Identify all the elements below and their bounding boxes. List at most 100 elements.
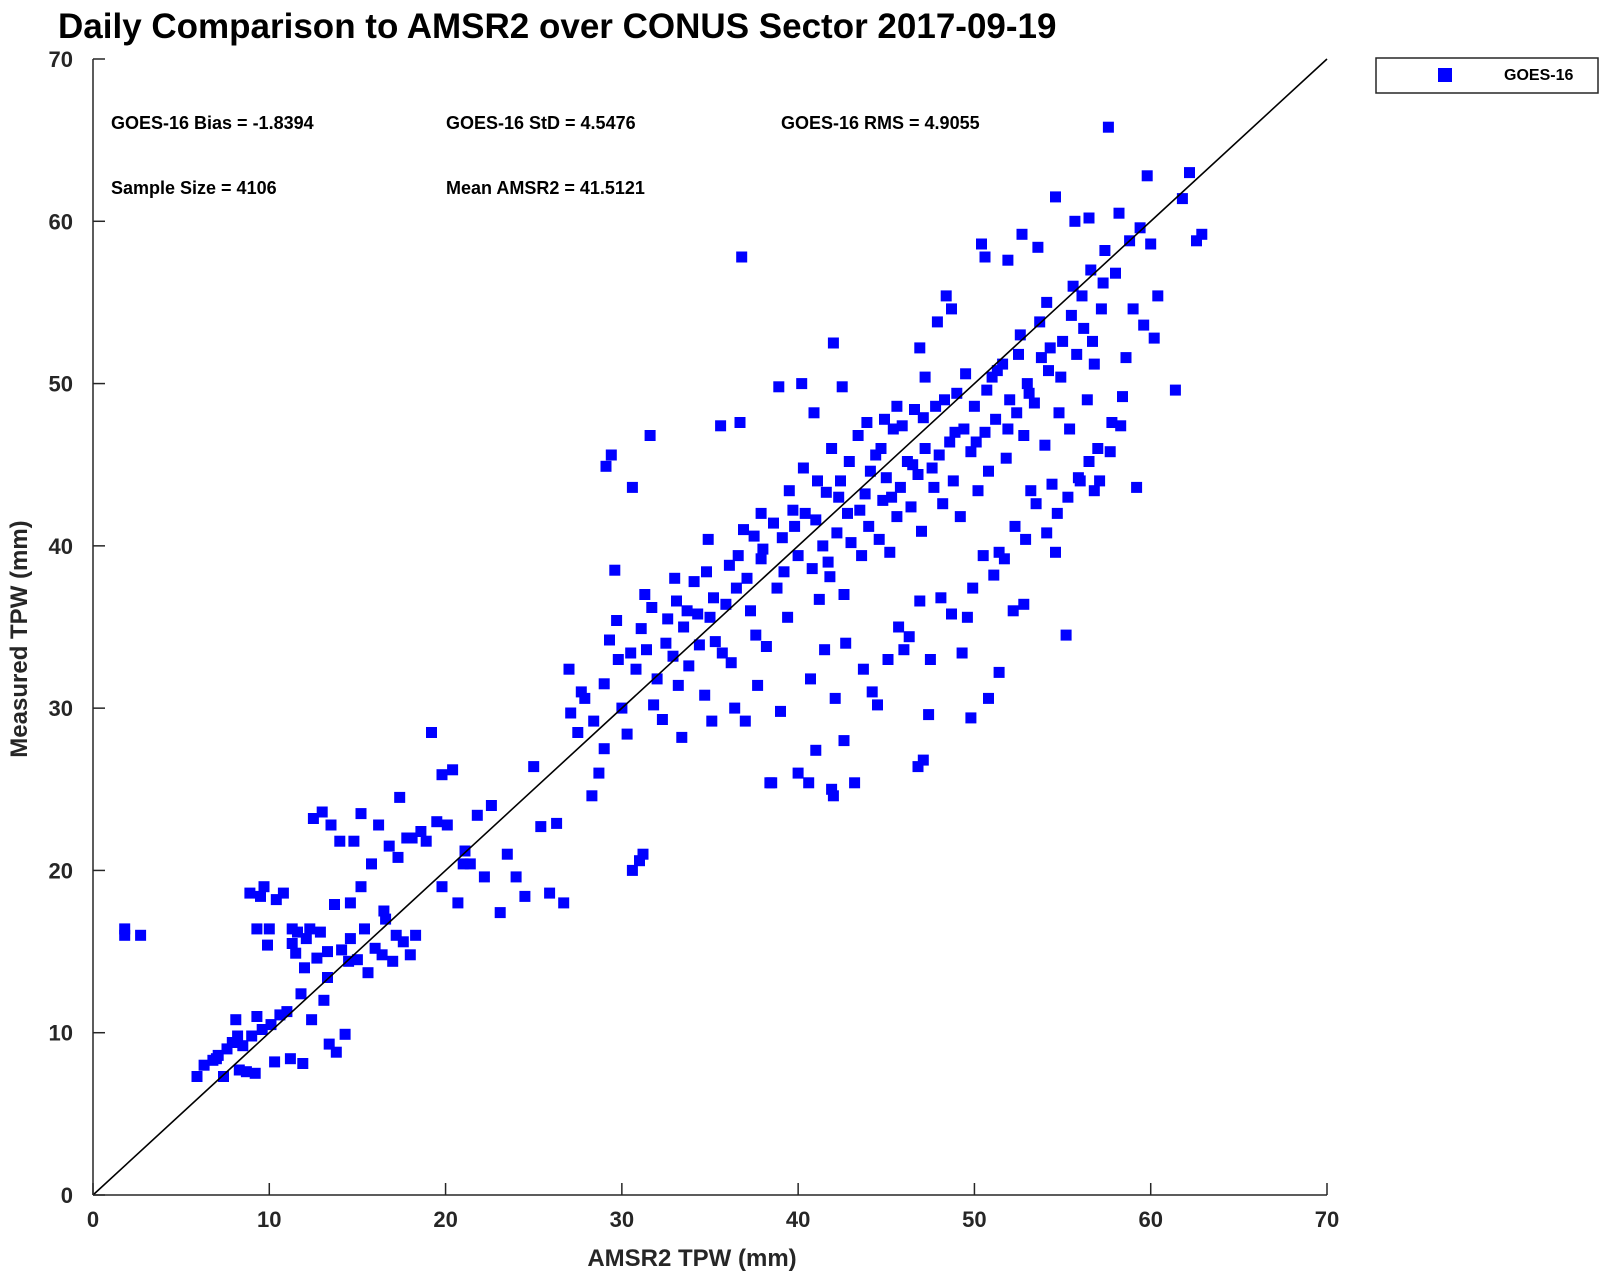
legend: GOES-16 — [1375, 57, 1599, 94]
data-point — [1115, 420, 1127, 432]
data-point — [441, 819, 453, 831]
data-point — [977, 550, 989, 562]
data-point — [210, 1053, 222, 1065]
data-point — [729, 702, 741, 714]
data-point — [426, 727, 437, 738]
data-point — [226, 1037, 238, 1048]
data-point — [1064, 423, 1076, 435]
data-point — [1034, 316, 1046, 328]
data-point — [1102, 121, 1114, 133]
data-point — [827, 337, 839, 349]
data-point — [299, 962, 310, 974]
y-tick-label: 60 — [49, 209, 73, 234]
data-point — [745, 605, 756, 617]
data-point — [739, 715, 751, 727]
data-point — [519, 890, 531, 902]
x-ticks: 0 10 20 30 40 50 60 70 — [87, 1183, 1339, 1232]
data-point — [355, 881, 367, 893]
data-point — [701, 566, 712, 578]
data-point — [849, 777, 861, 789]
data-point — [218, 1071, 229, 1082]
data-point — [961, 611, 973, 623]
data-point — [630, 663, 642, 675]
data-point — [993, 546, 1005, 558]
data-point — [1016, 228, 1028, 240]
data-point — [1044, 342, 1056, 354]
data-point — [958, 423, 970, 435]
data-point — [651, 673, 663, 685]
data-point — [965, 446, 977, 458]
data-point — [646, 602, 658, 613]
data-point — [1057, 335, 1069, 347]
data-point — [406, 832, 418, 844]
data-point — [295, 988, 307, 1000]
data-point — [933, 449, 945, 461]
statistics-annotations: GOES-16 Bias = -1.8394 GOES-16 StD = 4.5… — [111, 113, 980, 198]
data-point — [611, 615, 623, 626]
data-point — [833, 491, 845, 503]
data-point — [946, 608, 957, 620]
data-point — [1021, 378, 1033, 390]
data-point — [351, 954, 363, 966]
data-point — [725, 657, 737, 669]
data-point — [348, 835, 360, 847]
data-point — [1072, 472, 1084, 484]
data-point — [322, 972, 333, 983]
data-point — [277, 887, 289, 899]
data-point — [907, 459, 919, 471]
data-point — [394, 791, 406, 803]
data-point — [1092, 443, 1104, 454]
data-point — [330, 1046, 342, 1058]
data-point — [447, 764, 459, 776]
data-point — [415, 826, 427, 837]
data-point — [343, 955, 355, 967]
data-point — [997, 358, 1009, 370]
data-point — [1184, 167, 1195, 179]
data-point — [558, 897, 570, 909]
data-point — [1141, 170, 1153, 182]
data-point — [1050, 191, 1061, 203]
data-point — [976, 238, 987, 250]
data-point — [803, 777, 815, 789]
data-point — [903, 631, 915, 643]
data-point — [937, 498, 949, 510]
data-point — [304, 923, 316, 935]
y-tick-label: 0 — [61, 1183, 73, 1208]
data-point — [1011, 407, 1023, 419]
data-point — [290, 947, 302, 959]
data-point — [1004, 394, 1016, 406]
data-point — [286, 923, 298, 935]
data-point — [501, 848, 513, 860]
data-point — [612, 654, 624, 665]
data-point — [311, 952, 323, 964]
data-point — [873, 533, 885, 545]
data-point — [233, 1064, 245, 1076]
data-point — [914, 595, 926, 607]
data-point — [436, 881, 448, 893]
data-point — [861, 417, 873, 428]
data-point — [586, 790, 598, 802]
data-point — [810, 744, 822, 756]
data-point — [968, 400, 980, 412]
data-point — [1099, 245, 1111, 256]
data-point — [891, 400, 903, 412]
data-point — [912, 469, 924, 480]
data-point — [852, 430, 864, 441]
data-point — [993, 666, 1005, 678]
data-point — [843, 456, 855, 467]
data-point — [1030, 498, 1042, 510]
x-tick-label: 20 — [433, 1207, 457, 1232]
one-to-one-line — [92, 58, 1328, 1196]
x-tick-label: 40 — [786, 1207, 810, 1232]
data-point — [866, 686, 878, 698]
data-point — [300, 933, 312, 945]
data-point — [702, 533, 714, 545]
y-tick-label: 70 — [49, 47, 73, 72]
data-point — [265, 1019, 277, 1031]
data-point — [387, 955, 399, 967]
data-point — [1110, 267, 1121, 279]
data-point — [286, 938, 298, 949]
data-point — [1014, 329, 1026, 341]
data-point — [877, 494, 889, 506]
